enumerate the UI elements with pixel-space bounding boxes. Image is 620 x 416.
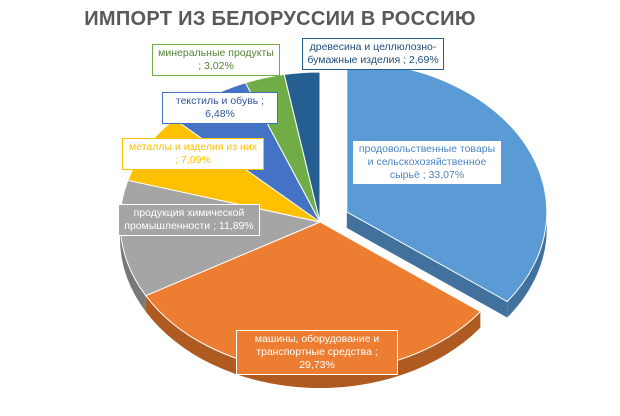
data-label-2: продукция химической промышленности ; 11…: [118, 204, 260, 236]
data-label-5: минеральные продукты ; 3,02%: [152, 44, 280, 76]
data-label-text-2: продукция химической промышленности ; 11…: [124, 207, 254, 232]
data-label-1: машины, оборудование и транспортные сред…: [236, 330, 398, 375]
data-label-0: продовольственные товары и сельскохозяйс…: [352, 140, 502, 185]
pie-slice-face-0-1: [346, 211, 508, 318]
data-label-6: древесина и целлюлозно-бумажные изделия …: [302, 38, 444, 70]
data-label-text-0: продовольственные товары и сельскохозяйс…: [358, 143, 496, 181]
data-label-text-3: металлы и изделия из них ; 7,09%: [129, 141, 257, 166]
data-label-4: текстиль и обувь ; 6,48%: [162, 92, 278, 124]
chart-title: ИМПОРТ ИЗ БЕЛОРУССИИ В РОССИЮ: [84, 8, 476, 30]
pie-slice-side-2: [120, 222, 146, 312]
data-label-3: металлы и изделия из них ; 7,09%: [122, 138, 264, 170]
data-label-text-5: минеральные продукты ; 3,02%: [158, 47, 274, 72]
data-label-text-1: машины, оборудование и транспортные сред…: [254, 333, 380, 371]
data-label-text-4: текстиль и обувь ; 6,48%: [175, 95, 265, 120]
data-label-text-6: древесина и целлюлозно-бумажные изделия …: [307, 41, 439, 66]
pie-slice-6: [283, 71, 321, 223]
